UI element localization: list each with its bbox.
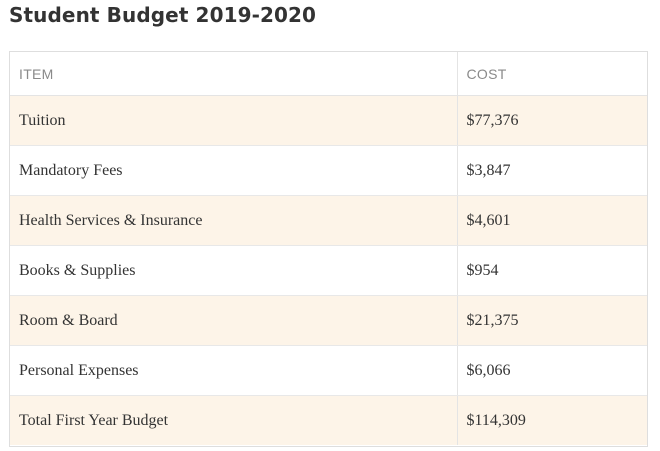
table-header-row: ITEM COST (10, 52, 647, 96)
cost-cell: $954 (456, 245, 647, 296)
item-cell: Tuition (10, 95, 457, 146)
table-row: Personal Expenses $6,066 (10, 345, 647, 396)
page-title: Student Budget 2019-2020 (9, 3, 317, 27)
cost-cell: $6,066 (456, 345, 647, 396)
item-cell: Personal Expenses (10, 345, 457, 396)
table-row-total: Total First Year Budget $114,309 (10, 395, 647, 445)
budget-table-container: ITEM COST Tuition $77,376 Mandatory Fees… (9, 51, 648, 447)
table-row: Books & Supplies $954 (10, 245, 647, 296)
item-cell: Room & Board (10, 295, 457, 346)
cost-cell: $77,376 (456, 95, 647, 146)
table-row: Mandatory Fees $3,847 (10, 145, 647, 196)
item-column-header: ITEM (10, 52, 457, 96)
cost-cell: $114,309 (456, 395, 647, 445)
cost-cell: $21,375 (456, 295, 647, 346)
item-cell: Mandatory Fees (10, 145, 457, 196)
table-row: Health Services & Insurance $4,601 (10, 195, 647, 246)
item-cell: Books & Supplies (10, 245, 457, 296)
cost-cell: $3,847 (456, 145, 647, 196)
table-row: Tuition $77,376 (10, 95, 647, 146)
item-cell: Total First Year Budget (10, 395, 457, 445)
budget-table: ITEM COST Tuition $77,376 Mandatory Fees… (10, 52, 647, 445)
cost-column-header: COST (456, 52, 647, 96)
item-cell: Health Services & Insurance (10, 195, 457, 246)
table-row: Room & Board $21,375 (10, 295, 647, 346)
cost-cell: $4,601 (456, 195, 647, 246)
